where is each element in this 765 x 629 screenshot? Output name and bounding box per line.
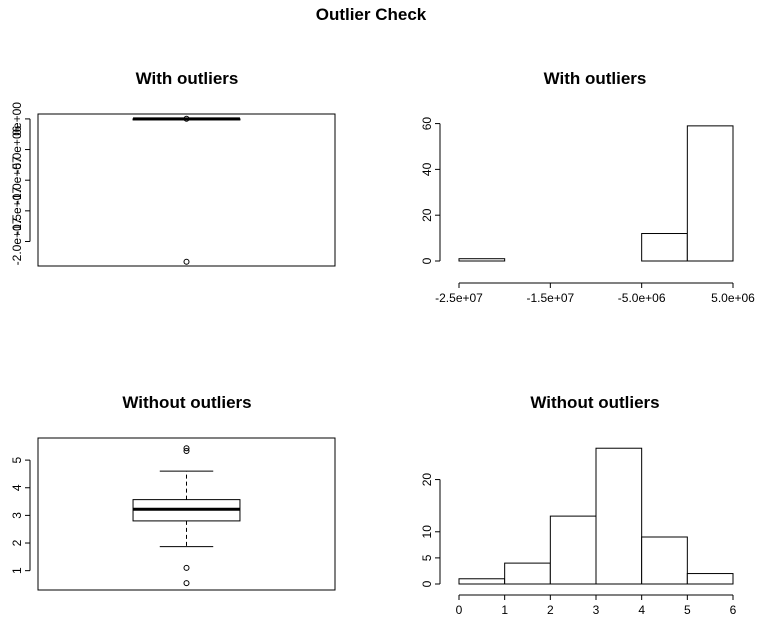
x-tick-label: 2 <box>547 603 554 617</box>
y-tick-label: -2.0e+07 <box>10 217 24 265</box>
histogram-bar <box>641 233 688 262</box>
histogram-bar <box>458 578 506 585</box>
outlier-point <box>183 258 190 265</box>
plot-frame <box>37 113 336 267</box>
y-tick-label: 40 <box>420 162 434 176</box>
panel-title: Without outliers <box>530 393 659 412</box>
box-with-panel: With outliers 0e+00-5.0e+06-1.0e+07-1.5e+… <box>10 69 336 267</box>
plot-frame <box>37 437 336 591</box>
y-tick-label: 5 <box>420 554 434 561</box>
histogram-bar <box>686 573 734 585</box>
histogram-bar <box>595 447 643 585</box>
y-tick-label: 10 <box>420 525 434 539</box>
x-tick-label: -1.5e+07 <box>526 291 574 305</box>
outlier-point <box>183 115 190 122</box>
x-tick-label: 5 <box>684 603 691 617</box>
panel-title: With outliers <box>136 69 239 88</box>
panel-title: Without outliers <box>122 393 251 412</box>
y-tick-label: 3 <box>10 512 24 519</box>
x-tick-label: -2.5e+07 <box>435 291 483 305</box>
x-tick-label: 6 <box>730 603 737 617</box>
y-tick-label: -1.5e+07 <box>10 187 24 235</box>
y-tick-label: 0 <box>420 257 434 264</box>
outlier-point <box>183 445 190 452</box>
histogram-bar <box>641 536 688 585</box>
histogram-bar <box>458 258 506 262</box>
outlier-point <box>183 447 190 454</box>
y-tick-label: 2 <box>10 539 24 546</box>
y-tick-label: 5 <box>10 456 24 463</box>
figure-title: Outlier Check <box>316 5 427 24</box>
hist-without-panel: Without outliers 0 5 10 20 0 1 2 3 4 5 6 <box>420 393 737 617</box>
x-tick-label: 4 <box>638 603 645 617</box>
outlier-point <box>183 564 190 571</box>
y-tick-label: 60 <box>420 117 434 131</box>
y-tick-label: -5.0e+06 <box>10 125 24 173</box>
histogram-bar <box>504 562 551 585</box>
hist-with-panel: With outliers 0 20 40 60 -2.5e+07 -1.5e+07 -5.0… <box>420 69 755 305</box>
x-tick-label: -5.0e+06 <box>618 291 666 305</box>
y-tick-label: 4 <box>10 484 24 491</box>
y-tick-label: 20 <box>420 208 434 222</box>
x-tick-label: 1 <box>501 603 508 617</box>
histogram-bar <box>549 515 597 585</box>
y-tick-label: 0e+00 <box>10 102 24 136</box>
y-tick-label: 20 <box>420 473 434 487</box>
outlier-point <box>183 580 190 587</box>
x-tick-label: 0 <box>456 603 463 617</box>
y-tick-label: -1.0e+07 <box>10 156 24 204</box>
histogram-bar <box>686 125 734 262</box>
x-tick-label: 5.0e+06 <box>711 291 755 305</box>
y-tick-label: 1 <box>10 567 24 574</box>
box-without-panel: Without outliers 1 2 3 4 5 <box>10 393 336 591</box>
y-tick-label: 0 <box>420 580 434 587</box>
panel-title: With outliers <box>544 69 647 88</box>
x-tick-label: 3 <box>593 603 600 617</box>
